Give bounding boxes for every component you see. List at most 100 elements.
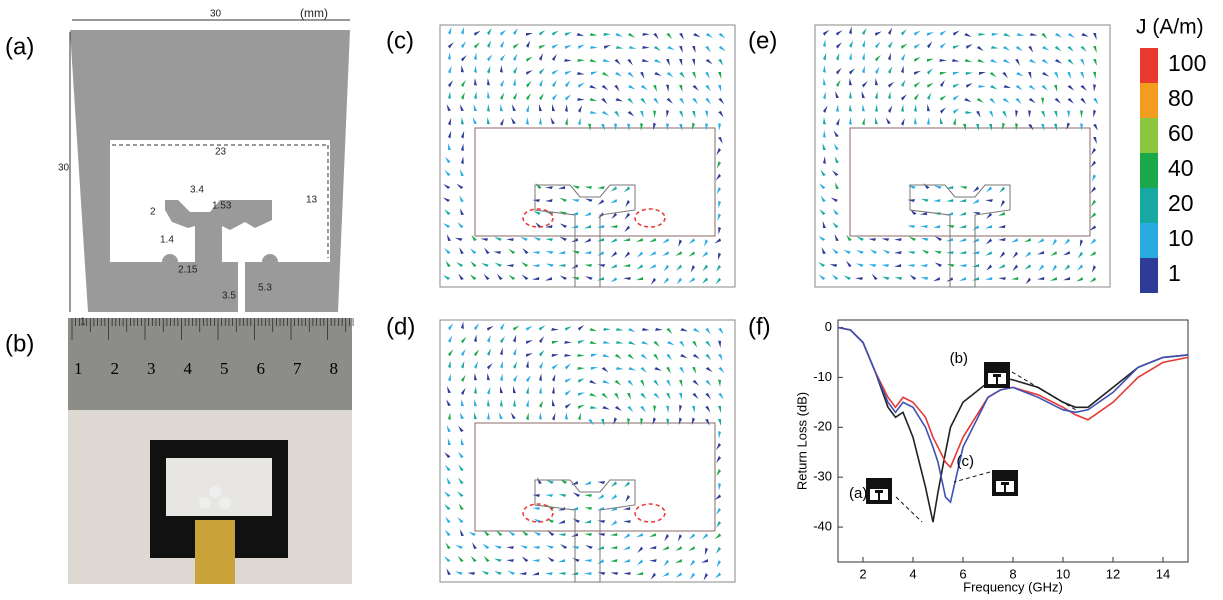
- field-arrow: [1024, 251, 1031, 258]
- field-arrow: [990, 85, 998, 90]
- field-arrow: [507, 570, 515, 575]
- field-arrow: [610, 264, 617, 269]
- field-arrow: [649, 559, 657, 562]
- field-arrow: [547, 556, 555, 562]
- field-arrow: [558, 559, 566, 563]
- field-arrow: [921, 249, 929, 254]
- y-tick-label: -30: [813, 469, 832, 484]
- field-arrow: [888, 81, 895, 88]
- field-arrow: [526, 375, 532, 383]
- field-arrow: [978, 33, 986, 36]
- field-arrow: [862, 52, 865, 61]
- field-arrow: [597, 199, 604, 205]
- field-arrow: [856, 236, 865, 241]
- field-arrow: [1028, 72, 1032, 79]
- field-arrow: [1067, 72, 1072, 79]
- field-arrow: [584, 494, 592, 497]
- field-arrow: [940, 79, 945, 88]
- field-arrow: [677, 534, 682, 542]
- field-arrow: [512, 386, 516, 394]
- field-arrow: [1080, 123, 1083, 131]
- field-arrow: [640, 85, 648, 91]
- field-arrow: [483, 273, 490, 280]
- field-arrow: [640, 111, 644, 118]
- field-arrow: [551, 354, 559, 357]
- field-arrow: [444, 504, 451, 510]
- field-arrow: [946, 199, 954, 202]
- field-arrow: [716, 468, 721, 477]
- field-arrow: [1093, 109, 1096, 118]
- field-arrow: [881, 238, 890, 241]
- field-arrow: [614, 72, 623, 77]
- field-arrow: [444, 464, 451, 471]
- field-arrow: [447, 438, 451, 446]
- field-arrow: [1041, 124, 1045, 131]
- field-arrow: [679, 341, 685, 348]
- field-arrow: [692, 405, 695, 413]
- field-arrow: [833, 130, 839, 137]
- field-arrow: [907, 264, 915, 267]
- field-arrow: [679, 46, 683, 53]
- field-arrow: [584, 533, 593, 536]
- field-arrow: [1041, 46, 1050, 51]
- field-arrow: [446, 399, 451, 406]
- field-arrow: [1090, 199, 1096, 207]
- field-arrow: [526, 80, 532, 88]
- field-arrow: [539, 93, 545, 101]
- field-arrow: [448, 130, 452, 139]
- colorbar-label: 80: [1168, 85, 1194, 111]
- field-arrow: [610, 199, 617, 204]
- x-tick-label: 14: [1156, 566, 1170, 581]
- field-arrow: [1079, 239, 1083, 248]
- field-arrow: [675, 546, 682, 552]
- field-arrow: [934, 236, 943, 241]
- field-arrow: [652, 417, 656, 426]
- field-arrow: [597, 481, 606, 484]
- field-arrow: [461, 92, 465, 100]
- field-arrow: [1064, 264, 1070, 271]
- field-arrow: [487, 117, 490, 125]
- field-arrow: [818, 274, 826, 280]
- field-arrow: [458, 464, 464, 471]
- field-arrow: [532, 494, 540, 497]
- field-arrow: [1012, 251, 1018, 259]
- field-arrow: [704, 547, 708, 556]
- field-arrow: [1063, 277, 1070, 281]
- field-arrow: [718, 59, 724, 66]
- panel-label: (d): [386, 313, 415, 340]
- field-arrow: [901, 104, 904, 113]
- field-arrow: [675, 251, 682, 257]
- field-arrow: [628, 328, 636, 333]
- field-arrow: [972, 251, 980, 254]
- field-arrow: [666, 405, 669, 413]
- field-arrow: [908, 236, 917, 241]
- field-arrow: [513, 361, 518, 369]
- field-arrow: [588, 123, 591, 131]
- annotation-arrow: [953, 471, 991, 483]
- field-arrow: [1093, 124, 1098, 131]
- field-arrow: [577, 98, 585, 101]
- dimension-label: 23: [215, 147, 227, 158]
- field-arrow: [703, 573, 708, 581]
- field-arrow: [909, 274, 917, 280]
- field-arrow: [448, 335, 453, 343]
- field-arrow: [1054, 111, 1058, 118]
- field-arrow: [614, 59, 621, 65]
- field-arrow: [584, 198, 593, 202]
- field-arrow: [907, 251, 916, 254]
- field-arrow: [455, 544, 463, 549]
- field-arrow: [532, 251, 540, 254]
- field-arrow: [603, 328, 611, 331]
- field-arrow: [454, 237, 463, 241]
- field-arrow: [597, 559, 604, 565]
- field-arrow: [989, 111, 994, 118]
- field-arrow: [964, 98, 972, 103]
- field-arrow: [564, 341, 572, 344]
- highlight: [634, 208, 666, 228]
- field-arrow: [653, 33, 659, 40]
- field-arrow: [888, 105, 893, 113]
- field-arrow: [692, 367, 697, 374]
- field-arrow: [715, 546, 721, 554]
- field-arrow: [989, 72, 997, 78]
- field-arrow: [978, 71, 986, 75]
